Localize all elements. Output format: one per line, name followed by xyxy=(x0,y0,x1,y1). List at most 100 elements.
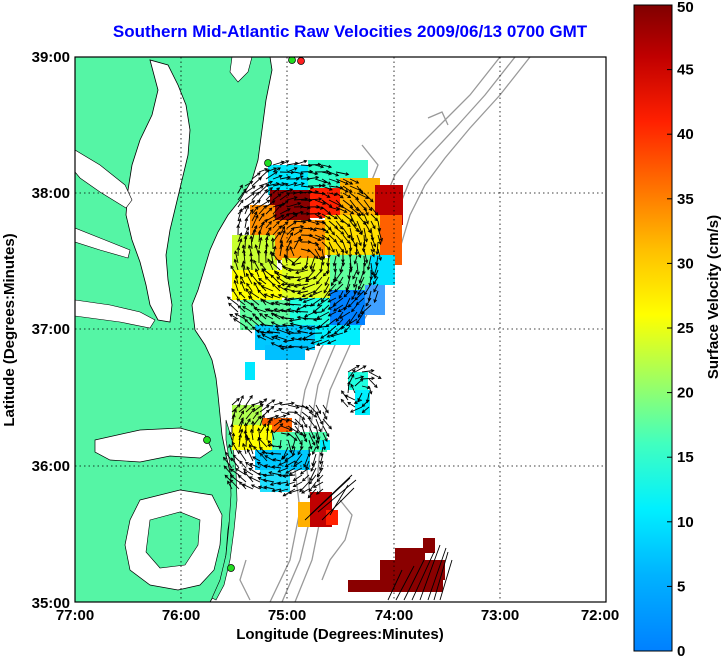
velocity-arrow xyxy=(411,551,435,601)
velocity-arrow-head xyxy=(225,451,229,456)
velocity-arrow-head xyxy=(331,282,335,287)
velocity-arrow-head xyxy=(258,281,262,286)
velocity-arrow-head xyxy=(277,167,281,171)
velocity-arrow-head xyxy=(264,314,268,318)
velocity-arrow-head xyxy=(274,171,278,175)
velocity-arrow-head xyxy=(302,304,307,308)
velocity-arrow xyxy=(342,234,350,244)
velocity-arrow xyxy=(320,262,323,272)
velocity-arrow xyxy=(244,185,256,194)
velocity-arrow-head xyxy=(289,322,294,326)
velocity-arrow-head xyxy=(299,171,304,176)
velocity-arrow-head xyxy=(327,313,332,317)
velocity-arrow xyxy=(270,251,274,264)
velocity-arrow-head xyxy=(296,315,301,320)
velocity-arrow-head xyxy=(346,322,350,327)
velocity-arrow-head xyxy=(297,235,301,240)
velocity-arrow xyxy=(328,220,338,229)
velocity-arrow xyxy=(363,192,374,203)
velocity-arrow-head xyxy=(230,423,234,428)
velocity-arrow xyxy=(228,302,239,313)
velocity-arrow xyxy=(335,178,349,185)
velocity-arrow-head xyxy=(233,408,237,413)
velocity-arrow xyxy=(289,467,303,475)
velocity-arrow-head xyxy=(280,456,285,460)
velocity-arrow-head xyxy=(245,204,250,209)
velocity-arrow xyxy=(252,411,259,420)
velocity-arrow-head xyxy=(245,288,249,292)
velocity-arrow xyxy=(295,310,309,313)
velocity-arrow-head xyxy=(265,183,270,188)
velocity-arrow xyxy=(258,205,267,215)
velocity-arrow-head xyxy=(278,225,282,230)
velocity-arrow-head xyxy=(259,330,264,335)
velocity-arrow xyxy=(333,297,344,306)
velocity-arrow-head xyxy=(287,268,292,273)
velocity-arrow-head xyxy=(257,249,261,254)
velocity-arrow xyxy=(270,452,282,455)
velocity-arrow-head xyxy=(236,224,240,229)
velocity-arrow-head xyxy=(264,464,268,468)
velocity-arrow xyxy=(258,183,269,194)
velocity-arrow-head xyxy=(315,325,320,330)
velocity-arrow-head xyxy=(326,334,331,338)
velocity-arrow-head xyxy=(282,229,286,234)
velocity-arrow xyxy=(314,248,322,260)
velocity-arrow xyxy=(303,297,316,303)
velocity-arrow xyxy=(259,398,267,406)
velocity-arrow xyxy=(321,234,330,241)
velocity-arrow xyxy=(356,248,361,258)
velocity-arrow xyxy=(272,221,280,229)
velocity-arrow-head xyxy=(249,252,253,257)
velocity-arrow xyxy=(294,283,309,288)
velocity-arrow xyxy=(305,269,316,281)
velocity-arrow-head xyxy=(301,416,306,420)
velocity-arrow xyxy=(322,439,326,450)
velocity-arrow-head xyxy=(357,314,362,319)
velocity-arrow xyxy=(307,164,321,166)
velocity-arrow-head xyxy=(243,235,248,240)
velocity-arrow xyxy=(280,309,295,313)
velocity-arrow-head xyxy=(286,284,291,288)
velocity-arrow xyxy=(270,294,281,299)
velocity-arrow-head xyxy=(249,463,253,467)
velocity-arrow-head xyxy=(334,215,338,220)
velocity-arrow-head xyxy=(301,490,305,494)
velocity-arrow xyxy=(403,559,425,601)
velocity-arrow-head xyxy=(301,477,306,482)
velocity-arrow-head xyxy=(334,225,339,230)
velocity-arrow xyxy=(353,276,358,288)
velocity-arrow xyxy=(290,323,302,327)
velocity-arrow-head xyxy=(238,433,243,438)
velocity-arrow-head xyxy=(243,429,248,434)
velocity-arrow xyxy=(346,283,351,293)
velocity-arrow-head xyxy=(253,445,257,450)
velocity-arrow-head xyxy=(333,192,338,197)
velocity-arrow xyxy=(301,432,307,442)
velocity-arrow-head xyxy=(241,263,245,268)
velocity-arrow-head xyxy=(340,219,344,224)
velocity-arrow-head xyxy=(332,262,337,267)
velocity-arrow xyxy=(315,418,322,432)
velocity-arrow-head xyxy=(317,162,322,167)
velocity-arrow-head xyxy=(315,491,320,495)
velocity-arrow xyxy=(285,481,296,486)
velocity-arrow xyxy=(244,319,253,327)
velocity-arrow xyxy=(307,488,317,498)
velocity-arrow-head xyxy=(337,308,342,312)
velocity-arrow-head xyxy=(311,451,316,456)
velocity-arrow xyxy=(293,160,307,166)
velocity-arrow xyxy=(306,346,316,351)
velocity-arrow-head xyxy=(339,315,344,319)
velocity-arrow xyxy=(259,313,267,320)
velocity-arrow-head xyxy=(275,414,280,419)
velocity-arrow xyxy=(321,255,324,266)
velocity-arrow-head xyxy=(331,231,335,236)
velocity-arrow xyxy=(279,183,289,187)
colorbar-scale xyxy=(633,4,673,652)
velocity-arrow-head xyxy=(249,181,254,185)
velocity-arrow xyxy=(297,290,309,294)
velocity-arrow xyxy=(376,241,379,255)
velocity-arrow xyxy=(257,289,267,299)
velocity-arrow xyxy=(315,404,321,414)
